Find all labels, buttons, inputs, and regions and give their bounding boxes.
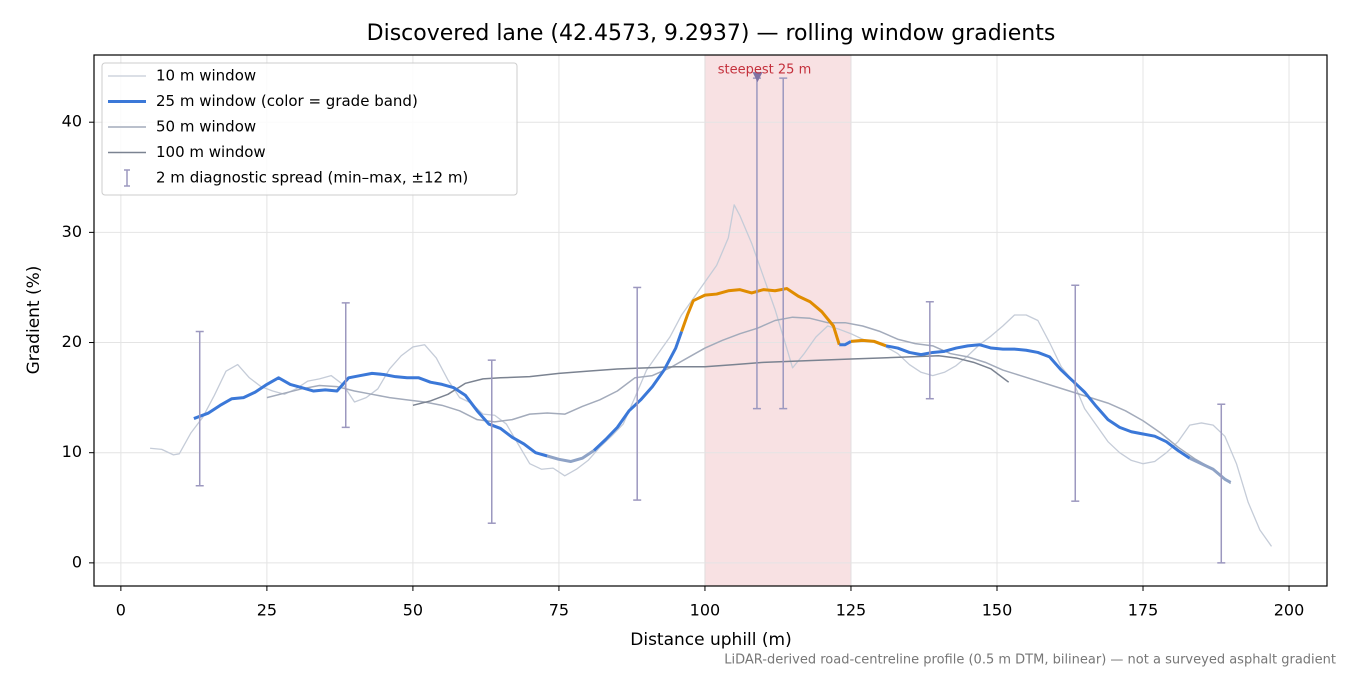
- chart-title: Discovered lane (42.4573, 9.2937) — roll…: [367, 21, 1056, 46]
- plot-frame: [93, 54, 1328, 587]
- steepest-marker: [752, 72, 763, 83]
- series-line: [546, 449, 595, 464]
- series-line: [839, 340, 852, 347]
- series-line: [266, 316, 1232, 485]
- x-tick-label: 175: [1128, 601, 1159, 620]
- series-line: [1189, 456, 1232, 484]
- x-tick-label: 125: [836, 601, 867, 620]
- x-axis-label: Distance uphill (m): [630, 630, 791, 650]
- y-tick-label: 30: [62, 222, 82, 241]
- y-tick-label: 20: [62, 332, 82, 351]
- y-tick-label: 0: [72, 552, 82, 571]
- legend-label: 100 m window: [156, 143, 266, 161]
- x-tick-label: 100: [690, 601, 721, 620]
- steepest-label: steepest 25 m: [718, 63, 811, 78]
- legend-label: 10 m window: [156, 67, 256, 85]
- legend-label: 50 m window: [156, 118, 256, 136]
- y-tick-label: 10: [62, 442, 82, 461]
- footnote: LiDAR-derived road-centreline profile (0…: [724, 653, 1336, 668]
- legend-box: [101, 62, 518, 196]
- y-axis-label: Gradient (%): [24, 266, 44, 375]
- legend-label: 25 m window (color = grade band): [156, 92, 418, 110]
- legend: 10 m window 25 m window (color = grade ba…: [101, 62, 518, 196]
- series-line: [412, 355, 1010, 407]
- legend-label: 2 m diagnostic spread (min–max, ±12 m): [156, 169, 468, 187]
- series-line: [885, 343, 1191, 460]
- series-line: [193, 371, 548, 458]
- y-tick-label: 40: [62, 112, 82, 131]
- x-tick-label: 200: [1274, 601, 1305, 620]
- x-tick-label: 150: [982, 601, 1013, 620]
- series-line: [850, 338, 887, 348]
- x-tick-label: 25: [257, 601, 277, 620]
- x-tick-label: 0: [116, 601, 126, 620]
- x-tick-label: 50: [403, 601, 423, 620]
- x-tick-label: 75: [549, 601, 569, 620]
- series-line: [592, 331, 684, 452]
- series-line: [150, 204, 1273, 547]
